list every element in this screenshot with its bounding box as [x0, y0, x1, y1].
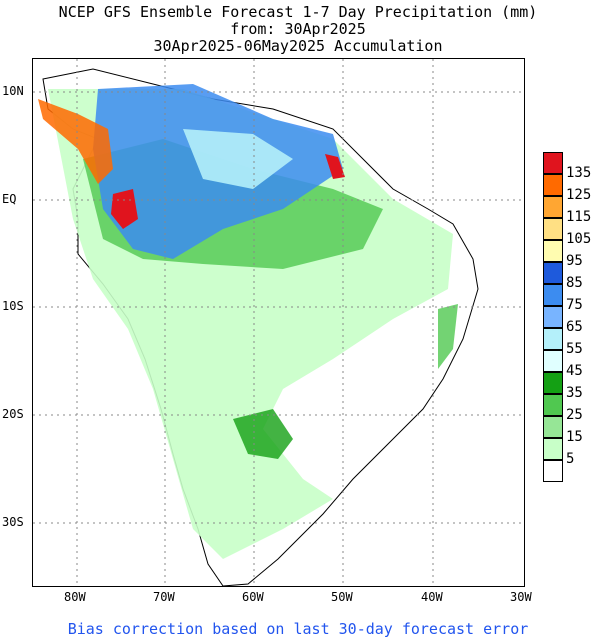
precip-heavy-east	[325, 154, 345, 179]
legend-swatch	[543, 394, 563, 416]
legend-swatch	[543, 460, 563, 482]
longitude-label: 80W	[64, 590, 86, 604]
legend-swatch	[543, 174, 563, 196]
title-line-2: from: 30Apr2025	[230, 20, 366, 38]
legend-label: 105	[566, 231, 592, 247]
legend-label: 85	[566, 275, 583, 291]
longitude-label: 40W	[421, 590, 443, 604]
legend-label: 125	[566, 187, 592, 203]
latitude-label: 10S	[2, 299, 24, 313]
legend-swatch	[543, 438, 563, 460]
title-line-1: NCEP GFS Ensemble Forecast 1-7 Day Preci…	[58, 3, 538, 21]
precip-east-coast	[438, 304, 458, 369]
longitude-label: 50W	[331, 590, 353, 604]
legend-label: 95	[566, 253, 583, 269]
latitude-label: 10N	[2, 84, 24, 98]
legend-label: 65	[566, 319, 583, 335]
legend-swatch	[543, 350, 563, 372]
legend-label: 135	[566, 165, 592, 181]
legend-swatch	[543, 328, 563, 350]
legend-swatch	[543, 262, 563, 284]
longitude-label: 70W	[153, 590, 175, 604]
precip-south-green	[233, 409, 293, 459]
legend-label: 45	[566, 363, 583, 379]
legend-swatch	[543, 284, 563, 306]
map-svg	[33, 59, 524, 587]
footer-note: Bias correction based on last 30-day for…	[67, 620, 529, 638]
precip-heavy-west	[38, 99, 113, 184]
legend-swatch	[543, 416, 563, 438]
latitude-label: 30S	[2, 515, 24, 529]
longitude-label: 30W	[510, 590, 532, 604]
legend-swatch	[543, 152, 563, 174]
legend-label: 35	[566, 385, 583, 401]
title-line-3: 30Apr2025-06May2025 Accumulation	[153, 37, 443, 55]
legend-label: 115	[566, 209, 592, 225]
legend-swatch	[543, 240, 563, 262]
legend-label: 15	[566, 429, 583, 445]
precipitation-map	[32, 58, 525, 587]
latitude-label: EQ	[2, 192, 17, 206]
longitude-label: 60W	[242, 590, 264, 604]
legend-label: 55	[566, 341, 583, 357]
legend-swatch	[543, 218, 563, 240]
legend-label: 25	[566, 407, 583, 423]
precip-heavy-core	[111, 189, 138, 229]
latitude-label: 20S	[2, 407, 24, 421]
legend-swatch	[543, 372, 563, 394]
legend-swatch	[543, 196, 563, 218]
legend-label: 5	[566, 451, 575, 467]
legend-label: 75	[566, 297, 583, 313]
precip-lightblue-core	[183, 129, 293, 189]
graticule	[33, 59, 524, 586]
legend-swatch	[543, 306, 563, 328]
